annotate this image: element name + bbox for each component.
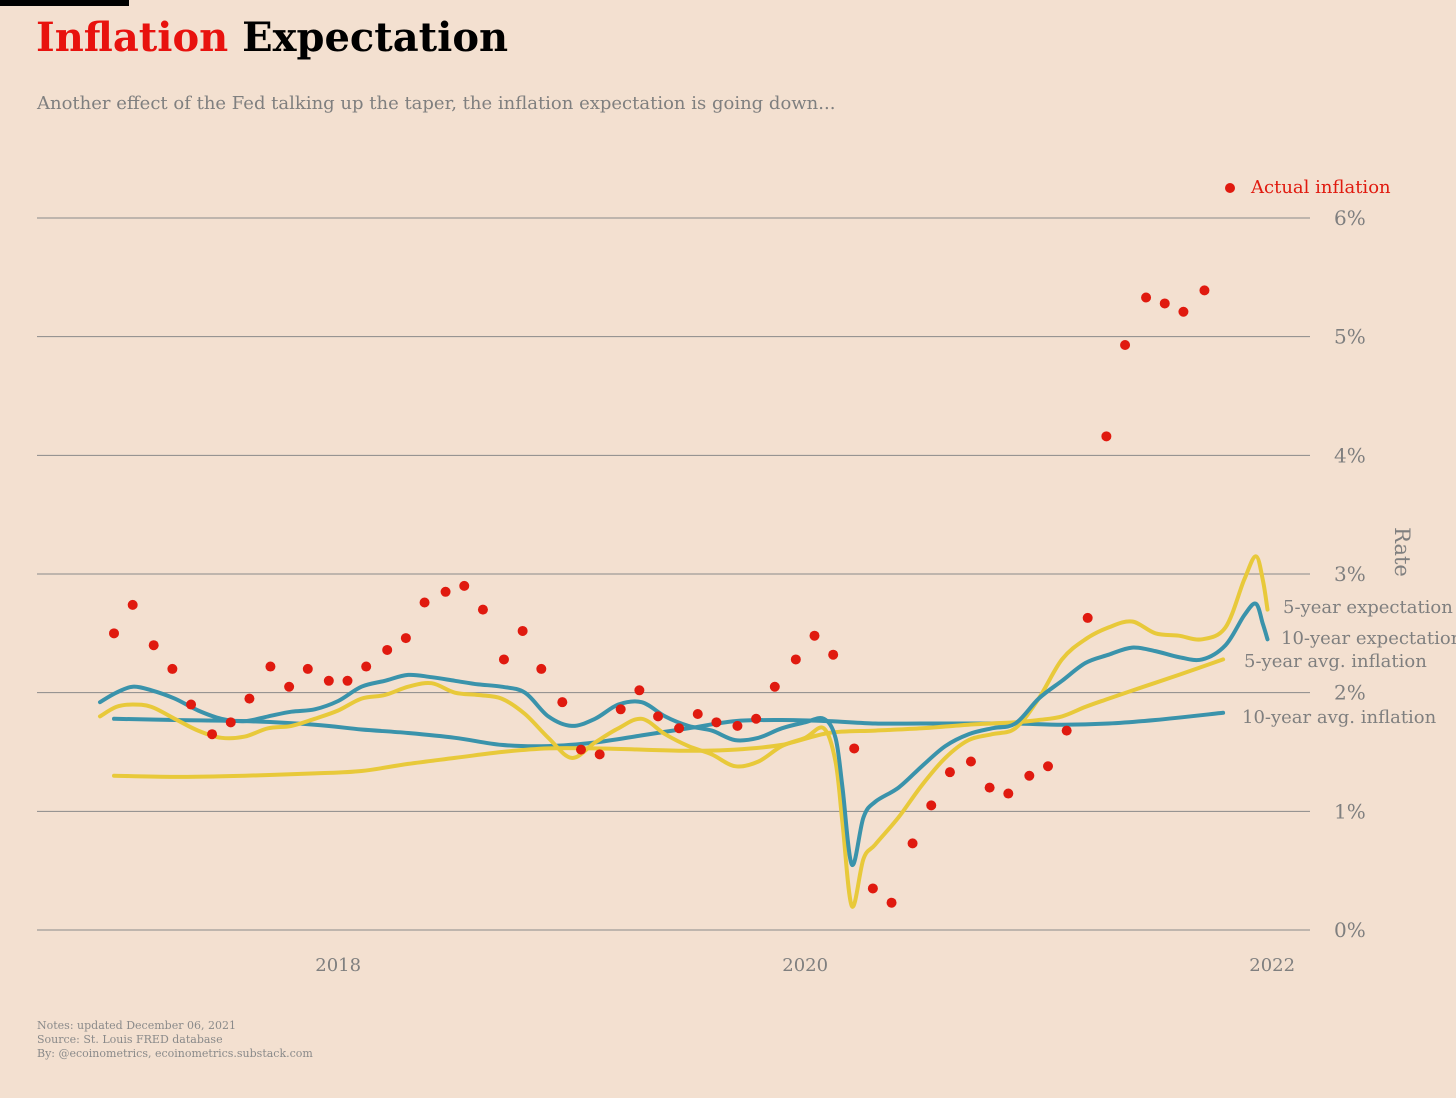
series-label-10-year-avg-inflation: 10-year avg. inflation: [1242, 707, 1437, 728]
y-tick-label-0: 0%: [1334, 918, 1366, 942]
legend-actual-inflation-label: Actual inflation: [1250, 177, 1391, 198]
actual-inflation-point: [653, 711, 664, 722]
y-tick-label-1: 1%: [1334, 799, 1366, 823]
actual-inflation-point: [790, 654, 801, 665]
series-label-5-year-avg-inflation: 5-year avg. inflation: [1244, 651, 1427, 672]
x-tick-label-2018: 2018: [315, 955, 361, 976]
actual-inflation-point: [907, 838, 918, 849]
actual-inflation-point: [576, 744, 586, 755]
actual-inflation-point: [692, 709, 703, 720]
series-line-10-year-avg-inflation: [112, 710, 1226, 749]
actual-inflation-point: [342, 675, 353, 686]
actual-inflation-point: [828, 649, 839, 660]
notes-updated: Notes: updated December 06, 2021: [37, 1019, 236, 1032]
actual-inflation-point: [284, 681, 295, 692]
actual-inflation-point: [1024, 770, 1035, 781]
actual-inflation-point: [634, 685, 645, 696]
actual-inflation-point: [419, 597, 430, 608]
legend-actual-inflation-marker: [1225, 183, 1235, 193]
title-word-inflation: Inflation: [36, 14, 229, 61]
series-line-5-year-avg-inflation: [112, 657, 1226, 779]
chart-notes: Notes: updated December 06, 2021 Source:…: [37, 1019, 313, 1061]
actual-inflation-point: [1159, 298, 1170, 309]
actual-inflation-point: [477, 604, 488, 615]
actual-inflation-point: [711, 717, 722, 728]
y-tick-label-3: 3%: [1334, 562, 1366, 586]
actual-inflation-point: [323, 675, 334, 686]
actual-inflation-point: [498, 654, 509, 665]
actual-inflation-point: [225, 717, 236, 728]
x-tick-label-2020: 2020: [782, 955, 828, 976]
actual-inflation-point: [867, 883, 878, 894]
actual-inflation-point: [926, 800, 937, 811]
actual-inflation-point: [886, 897, 897, 908]
series-label-5-year-expectation: 5-year expectation: [1283, 597, 1453, 618]
actual-inflation-point: [557, 697, 568, 708]
y-tick-label-5: 5%: [1334, 325, 1366, 349]
actual-inflation-point: [1082, 612, 1093, 623]
y-tick-label-2: 2%: [1334, 681, 1366, 705]
actual-inflation-point: [517, 625, 528, 636]
actual-inflation-point: [265, 661, 276, 672]
actual-inflation-point: [615, 704, 626, 715]
actual-inflation-point: [109, 628, 119, 639]
x-tick-label-2022: 2022: [1249, 955, 1295, 976]
actual-inflation-point: [849, 743, 860, 754]
actual-inflation-point: [1003, 788, 1014, 799]
actual-inflation-point: [965, 756, 976, 767]
top-accent-bar: [0, 0, 129, 6]
actual-inflation-point: [459, 580, 470, 591]
chart-title: Inflation Expectation: [36, 14, 508, 61]
actual-inflation-point: [944, 767, 955, 778]
actual-inflation-point: [751, 713, 762, 724]
actual-inflation-point: [186, 699, 197, 710]
actual-inflation-point: [207, 729, 218, 740]
notes-byline: By: @ecoinometrics, ecoinometrics.substa…: [37, 1047, 313, 1060]
series-line-5-year-expectation: [98, 554, 1270, 909]
actual-inflation-point: [167, 663, 178, 674]
actual-inflation-point: [148, 640, 159, 651]
actual-inflation-point: [1178, 306, 1189, 317]
chart-subtitle: Another effect of the Fed talking up the…: [37, 93, 836, 114]
actual-inflation-point: [984, 782, 995, 793]
actual-inflation-point: [127, 599, 138, 610]
actual-inflation-point: [674, 723, 685, 734]
actual-inflation-point: [536, 663, 547, 674]
actual-inflation-point: [594, 749, 605, 760]
y-tick-label-4: 4%: [1334, 443, 1366, 467]
actual-inflation-point: [302, 663, 313, 674]
title-word-expectation: Expectation: [242, 14, 509, 61]
actual-inflation-point: [809, 630, 820, 641]
notes-source: Source: St. Louis FRED database: [37, 1033, 223, 1046]
actual-inflation-point: [244, 693, 255, 704]
series-label-10-year-expectation: 10-year expectation: [1281, 628, 1456, 649]
series-line-10-year-expectation: [98, 601, 1270, 867]
actual-inflation-point: [1101, 431, 1112, 442]
actual-inflation-point: [1120, 339, 1131, 350]
actual-inflation-point: [732, 720, 743, 731]
actual-inflation-point: [1199, 285, 1210, 296]
y-tick-label-6: 6%: [1334, 206, 1366, 230]
actual-inflation-point: [769, 681, 780, 692]
actual-inflation-point: [1043, 761, 1053, 772]
actual-inflation-point: [440, 586, 451, 597]
y-axis-label: Rate: [1390, 527, 1414, 577]
actual-inflation-point: [400, 633, 411, 644]
actual-inflation-point: [1061, 725, 1072, 736]
actual-inflation-point: [361, 661, 372, 672]
actual-inflation-point: [1141, 292, 1152, 303]
actual-inflation-point: [382, 644, 393, 655]
